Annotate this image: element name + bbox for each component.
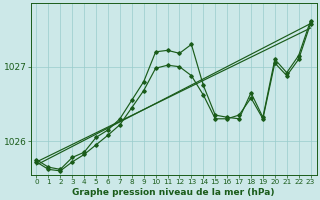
X-axis label: Graphe pression niveau de la mer (hPa): Graphe pression niveau de la mer (hPa) [72, 188, 275, 197]
